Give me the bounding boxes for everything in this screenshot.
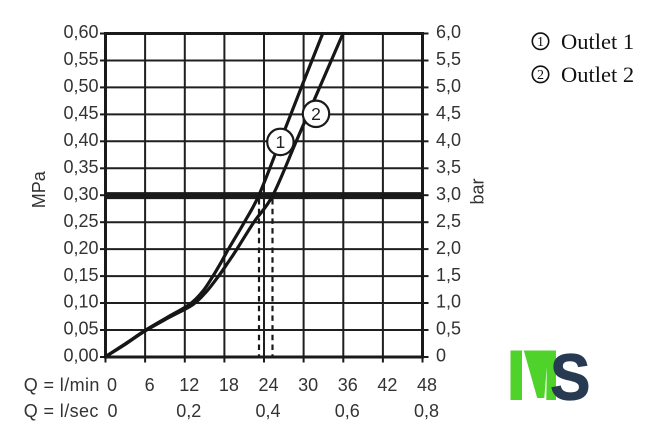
svg-text:MPa: MPa xyxy=(29,170,49,208)
svg-text:Outlet 1: Outlet 1 xyxy=(561,29,634,54)
svg-text:5,0: 5,0 xyxy=(436,76,461,96)
svg-text:S: S xyxy=(550,342,590,413)
svg-text:3,0: 3,0 xyxy=(436,184,461,204)
svg-text:0,20: 0,20 xyxy=(63,238,98,258)
svg-text:0,05: 0,05 xyxy=(63,319,98,339)
svg-text:1: 1 xyxy=(537,35,544,50)
svg-text:Q = l/min: Q = l/min xyxy=(24,375,100,395)
svg-text:0,55: 0,55 xyxy=(63,49,98,69)
svg-text:36: 36 xyxy=(338,375,358,395)
svg-text:0,00: 0,00 xyxy=(63,346,98,366)
svg-text:0: 0 xyxy=(436,346,446,366)
svg-text:0,5: 0,5 xyxy=(436,319,461,339)
svg-text:0,50: 0,50 xyxy=(63,76,98,96)
svg-text:Q = l/sec: Q = l/sec xyxy=(24,401,99,421)
svg-text:0,25: 0,25 xyxy=(63,211,98,231)
svg-text:bar: bar xyxy=(468,178,488,204)
svg-text:Outlet 2: Outlet 2 xyxy=(561,62,634,87)
svg-text:0,10: 0,10 xyxy=(63,292,98,312)
svg-text:0: 0 xyxy=(107,375,117,395)
svg-text:1,5: 1,5 xyxy=(436,265,461,285)
svg-text:0,45: 0,45 xyxy=(63,103,98,123)
svg-text:0,8: 0,8 xyxy=(414,401,439,421)
svg-text:48: 48 xyxy=(417,375,437,395)
svg-text:1: 1 xyxy=(276,132,286,152)
svg-text:5,5: 5,5 xyxy=(436,49,461,69)
svg-text:3,5: 3,5 xyxy=(436,157,461,177)
svg-text:4,5: 4,5 xyxy=(436,103,461,123)
svg-text:2,5: 2,5 xyxy=(436,211,461,231)
svg-text:2,0: 2,0 xyxy=(436,238,461,258)
svg-text:0,4: 0,4 xyxy=(255,401,280,421)
svg-text:4,0: 4,0 xyxy=(436,130,461,150)
svg-text:0: 0 xyxy=(107,401,117,421)
svg-text:0,6: 0,6 xyxy=(335,401,360,421)
svg-text:2: 2 xyxy=(311,104,321,124)
svg-text:12: 12 xyxy=(179,375,199,395)
svg-text:6: 6 xyxy=(145,375,155,395)
svg-text:0,35: 0,35 xyxy=(63,157,98,177)
svg-text:6,0: 6,0 xyxy=(436,22,461,42)
svg-text:24: 24 xyxy=(258,375,278,395)
svg-text:42: 42 xyxy=(377,375,397,395)
svg-text:0,60: 0,60 xyxy=(63,22,98,42)
svg-text:30: 30 xyxy=(298,375,318,395)
svg-text:0,40: 0,40 xyxy=(63,130,98,150)
svg-text:0,15: 0,15 xyxy=(63,265,98,285)
svg-text:18: 18 xyxy=(219,375,239,395)
svg-text:0,30: 0,30 xyxy=(63,184,98,204)
svg-text:1,0: 1,0 xyxy=(436,292,461,312)
svg-text:2: 2 xyxy=(537,68,544,83)
svg-text:0,2: 0,2 xyxy=(176,401,201,421)
